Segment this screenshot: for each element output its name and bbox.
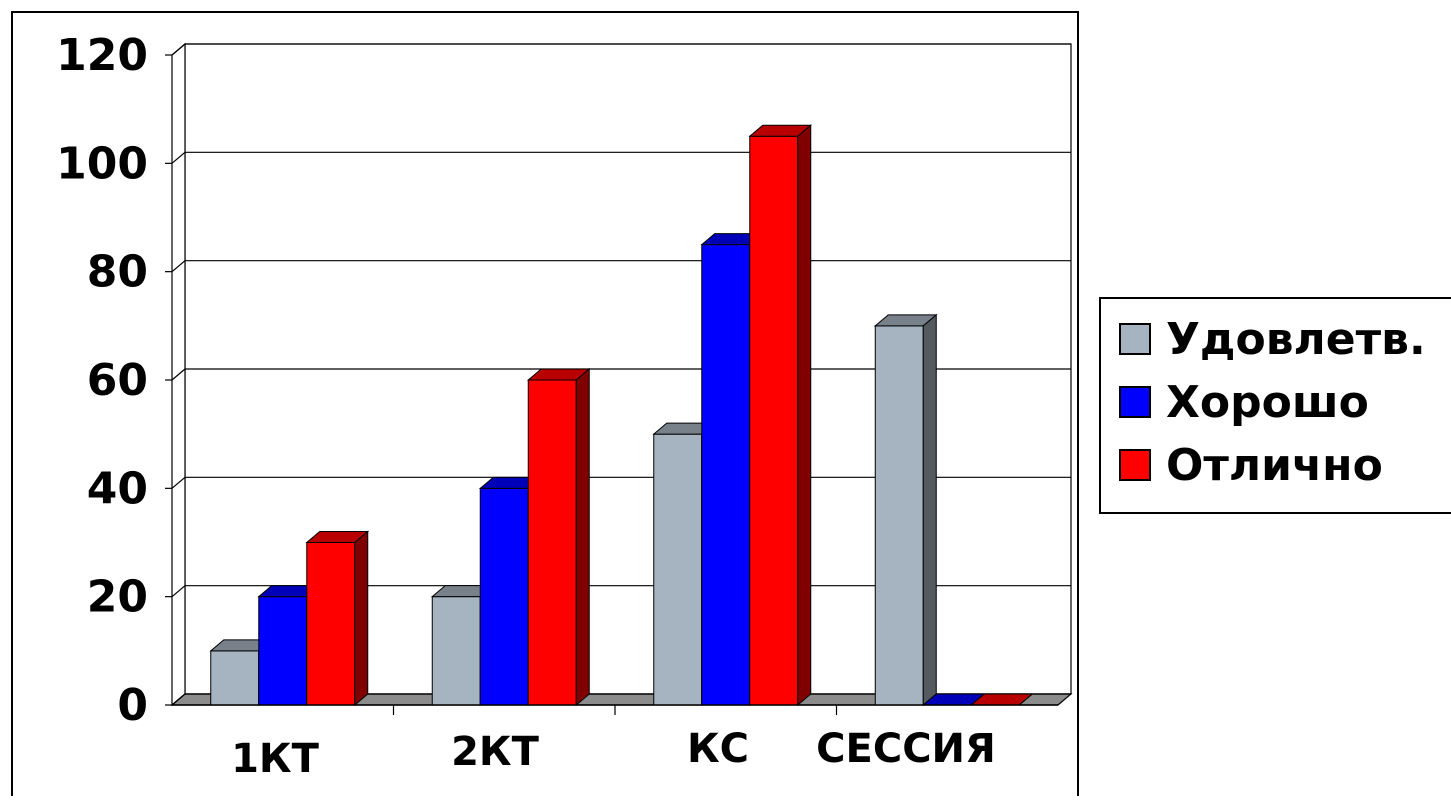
y-tick-label: 60 bbox=[87, 355, 148, 406]
x-tick-label: КС bbox=[687, 726, 749, 772]
bar-front bbox=[210, 650, 260, 706]
bar-front bbox=[258, 596, 308, 706]
bar-side bbox=[354, 530, 369, 707]
gridline-side bbox=[171, 151, 186, 164]
bar-front bbox=[874, 325, 924, 706]
legend-label: Удовлетв. bbox=[1166, 314, 1426, 365]
bar-front bbox=[653, 433, 703, 706]
y-tick-label: 100 bbox=[56, 138, 148, 189]
bar-front bbox=[306, 542, 356, 706]
gridline-side bbox=[171, 368, 186, 381]
gridline-side bbox=[171, 585, 186, 598]
legend-label: Отлично bbox=[1166, 440, 1383, 491]
bar-side bbox=[1018, 693, 1033, 706]
bar-side bbox=[797, 124, 812, 707]
x-tick-label: 2КТ bbox=[451, 729, 540, 775]
bar-otlichno bbox=[748, 124, 813, 707]
bar-front bbox=[479, 487, 529, 706]
legend-swatch bbox=[1119, 386, 1151, 418]
bar-side bbox=[922, 313, 937, 707]
bar-otlichno bbox=[969, 693, 1034, 706]
y-tick-label: 120 bbox=[56, 30, 148, 81]
gridline-side bbox=[171, 43, 186, 56]
y-tick-label: 40 bbox=[87, 463, 148, 514]
y-tick-label: 0 bbox=[117, 680, 148, 731]
legend-label: Хорошо bbox=[1166, 377, 1369, 428]
bar-udovletv bbox=[873, 313, 938, 707]
legend-box bbox=[1099, 297, 1451, 514]
y-tick-label: 20 bbox=[87, 572, 148, 623]
gridline-side bbox=[171, 476, 186, 489]
x-tick-label: 1КТ bbox=[231, 736, 320, 782]
bar-front bbox=[431, 596, 481, 706]
bar-front bbox=[749, 135, 799, 706]
legend-swatch bbox=[1119, 449, 1151, 481]
x-tick-label: СЕССИЯ bbox=[816, 726, 996, 772]
y-tick-label: 80 bbox=[87, 247, 148, 298]
gridline-side bbox=[171, 693, 186, 706]
bar-front bbox=[701, 244, 751, 706]
bar-otlichno bbox=[526, 367, 591, 707]
gridline-side bbox=[171, 260, 186, 273]
bar-front bbox=[527, 379, 577, 706]
bar-otlichno bbox=[305, 530, 370, 707]
bar-side bbox=[575, 367, 590, 707]
legend-swatch bbox=[1119, 323, 1151, 355]
